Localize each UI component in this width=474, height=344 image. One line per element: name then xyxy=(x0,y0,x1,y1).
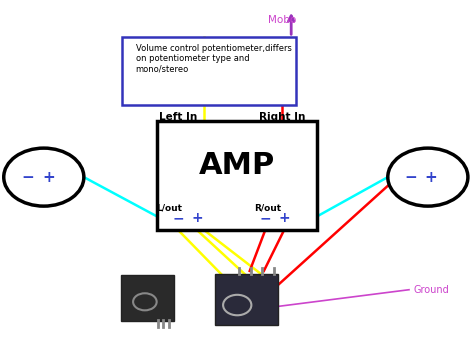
Text: −: − xyxy=(21,170,34,185)
FancyBboxPatch shape xyxy=(120,276,174,321)
Text: +: + xyxy=(42,170,55,185)
Text: −: − xyxy=(259,211,271,225)
Text: Volume control potentiometer,differs
on potentiometer type and
mono/stereo: Volume control potentiometer,differs on … xyxy=(136,44,292,74)
Text: Ground: Ground xyxy=(414,285,449,295)
Text: +: + xyxy=(425,170,438,185)
Text: AMP: AMP xyxy=(199,151,275,180)
Text: +: + xyxy=(278,211,290,225)
Text: +: + xyxy=(191,211,203,225)
Text: Right In: Right In xyxy=(259,112,305,122)
Text: −: − xyxy=(404,170,417,185)
FancyBboxPatch shape xyxy=(121,37,296,106)
Text: L/out: L/out xyxy=(155,203,182,212)
Text: R/out: R/out xyxy=(254,203,281,212)
Text: Mobo: Mobo xyxy=(268,15,296,25)
Text: Left In: Left In xyxy=(159,112,197,122)
FancyBboxPatch shape xyxy=(215,274,278,324)
FancyBboxPatch shape xyxy=(157,121,317,230)
Text: −: − xyxy=(172,211,184,225)
